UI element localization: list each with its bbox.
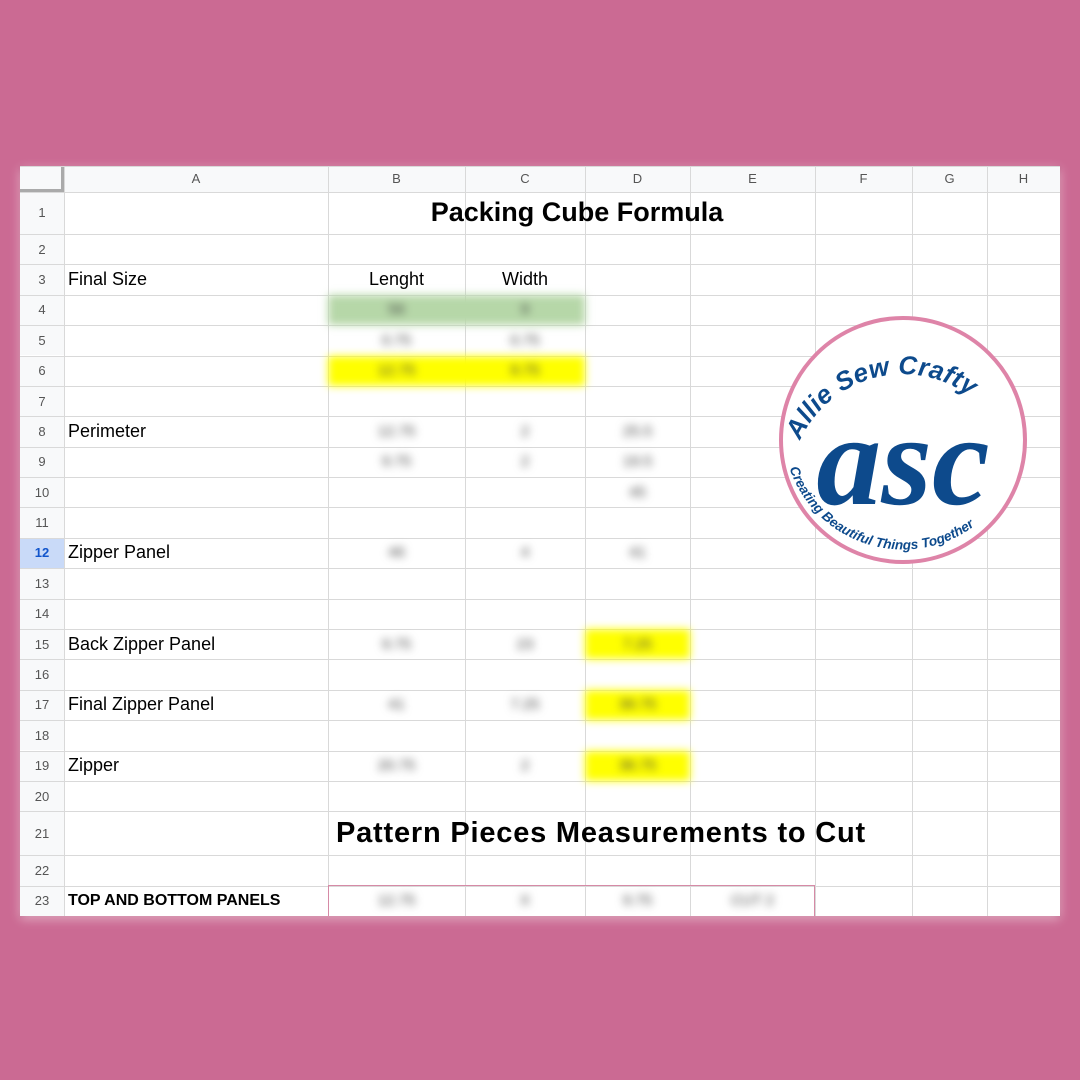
svg-text:asc: asc: [816, 389, 989, 533]
